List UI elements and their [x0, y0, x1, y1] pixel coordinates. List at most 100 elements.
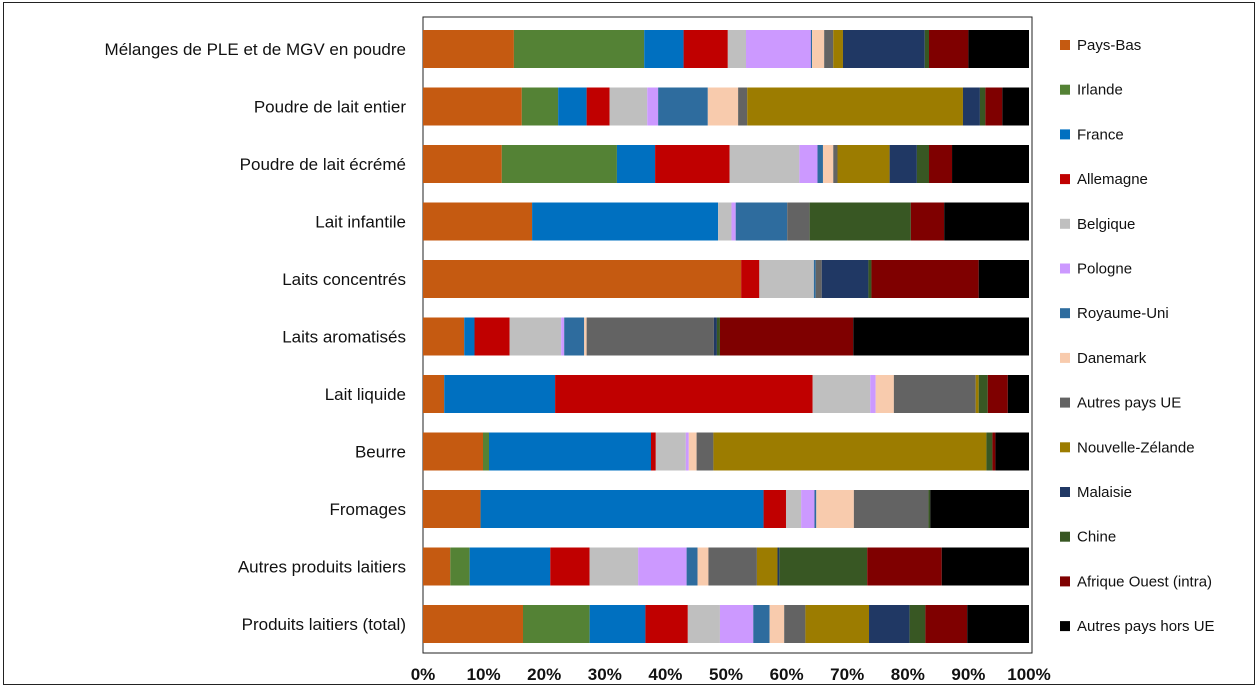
category-labels: Mélanges de PLE et de MGV en poudre Poudr…	[105, 40, 407, 634]
bar-segment	[810, 30, 813, 68]
bar-segment	[718, 202, 732, 241]
bar-segment	[707, 87, 739, 126]
bar-segment	[824, 30, 834, 68]
bar-segment	[522, 605, 590, 643]
bar-segment	[747, 87, 963, 126]
bar-segment	[968, 30, 1029, 68]
bar-segment	[735, 202, 788, 241]
bar-segment	[833, 145, 838, 183]
bar-segment	[805, 605, 870, 643]
legend-swatch	[1060, 308, 1070, 319]
category-label: Laits aromatisés	[282, 328, 406, 347]
bar-segment	[756, 547, 778, 586]
bar-segment	[489, 432, 651, 471]
bar-segment	[769, 605, 785, 643]
category-label: Fromages	[329, 500, 406, 519]
legend-entry: Malaisie	[1077, 484, 1132, 501]
bar-segment	[995, 432, 1029, 471]
bar-segment	[708, 547, 757, 586]
legend-swatch	[1060, 40, 1070, 50]
bar-segment	[869, 605, 910, 643]
bar-segment	[987, 375, 1008, 413]
bar-segment	[423, 202, 533, 241]
bar-segment	[916, 145, 930, 183]
bar-segment	[586, 317, 714, 356]
bar-segment	[558, 87, 587, 126]
bar-segment	[423, 605, 523, 643]
bar-segment	[469, 547, 551, 586]
category-label: Poudre de lait entier	[254, 98, 406, 117]
bar-segment	[814, 490, 817, 528]
bar-segment	[589, 605, 646, 643]
legend-entry: Pologne	[1077, 261, 1132, 278]
bar-segment	[753, 605, 770, 643]
bar-segment	[777, 547, 780, 586]
legend-entry: Autres pays hors UE	[1077, 618, 1215, 635]
bar-segment	[729, 145, 800, 183]
bar-segment	[821, 260, 869, 298]
legend-swatch	[1060, 84, 1070, 95]
bar-segment	[423, 490, 481, 528]
bar-segment	[651, 432, 656, 471]
bar-segment	[474, 317, 510, 356]
legend-swatch	[1060, 352, 1070, 363]
bar-segment	[509, 317, 562, 356]
bar-segment	[638, 547, 687, 586]
bar-segment	[979, 87, 986, 126]
legend-entry: Allemagne	[1077, 171, 1148, 188]
bar-segment	[867, 547, 942, 586]
bar-segment	[785, 490, 802, 528]
legend-entry: Afrique Ouest (intra)	[1077, 573, 1212, 590]
category-label: Beurre	[355, 443, 406, 462]
x-tick-label: 0%	[411, 665, 436, 684]
legend-swatch	[1060, 263, 1070, 274]
category-label: Produits laitiers (total)	[242, 615, 406, 634]
bar-segment	[875, 375, 894, 413]
bar-segment	[893, 375, 976, 413]
legend-swatch	[1060, 487, 1070, 497]
x-tick-label: 90%	[951, 665, 985, 684]
bar-segment	[925, 605, 968, 643]
bar-segment	[853, 317, 1029, 356]
bar-segment	[833, 30, 843, 68]
bar-segment	[480, 490, 764, 528]
bar-segment	[521, 87, 559, 126]
bar-segment	[799, 145, 818, 183]
legend-entry: Belgique	[1077, 216, 1135, 233]
bar-segment	[716, 317, 720, 356]
bar-segment	[978, 375, 988, 413]
bar-segment	[561, 317, 565, 356]
bar-segment	[853, 490, 929, 528]
bar-segment	[483, 432, 489, 471]
bar-segment	[719, 605, 754, 643]
x-tick-label: 70%	[830, 665, 864, 684]
bar-segment	[444, 375, 556, 413]
bar-segment	[564, 317, 585, 356]
bar-segment	[941, 547, 1029, 586]
category-label: Autres produits laitiers	[238, 558, 406, 577]
bar-segment	[423, 375, 445, 413]
bar-segment	[655, 432, 686, 471]
x-tick-label: 100%	[1007, 665, 1050, 684]
bar-segment	[550, 547, 590, 586]
bar-segment	[645, 605, 688, 643]
bar-segment	[423, 317, 465, 356]
bar-segment	[837, 145, 890, 183]
legend-swatch	[1060, 129, 1070, 140]
x-tick-label: 30%	[588, 665, 622, 684]
bar-segment	[992, 432, 996, 471]
bar-segment	[727, 30, 746, 68]
bar-segment	[464, 317, 475, 356]
bar-segment	[1002, 87, 1029, 126]
bar-segment	[817, 145, 823, 183]
bar-segment	[589, 547, 639, 586]
legend-entry: Danemark	[1077, 350, 1147, 367]
bar-segment	[759, 260, 814, 298]
x-tick-label: 20%	[527, 665, 561, 684]
bar-segment	[688, 432, 697, 471]
bar-segment	[975, 375, 979, 413]
bar-segment	[719, 317, 854, 356]
bar-segment	[909, 605, 926, 643]
bar-segment	[801, 490, 815, 528]
bar-segment	[713, 432, 987, 471]
